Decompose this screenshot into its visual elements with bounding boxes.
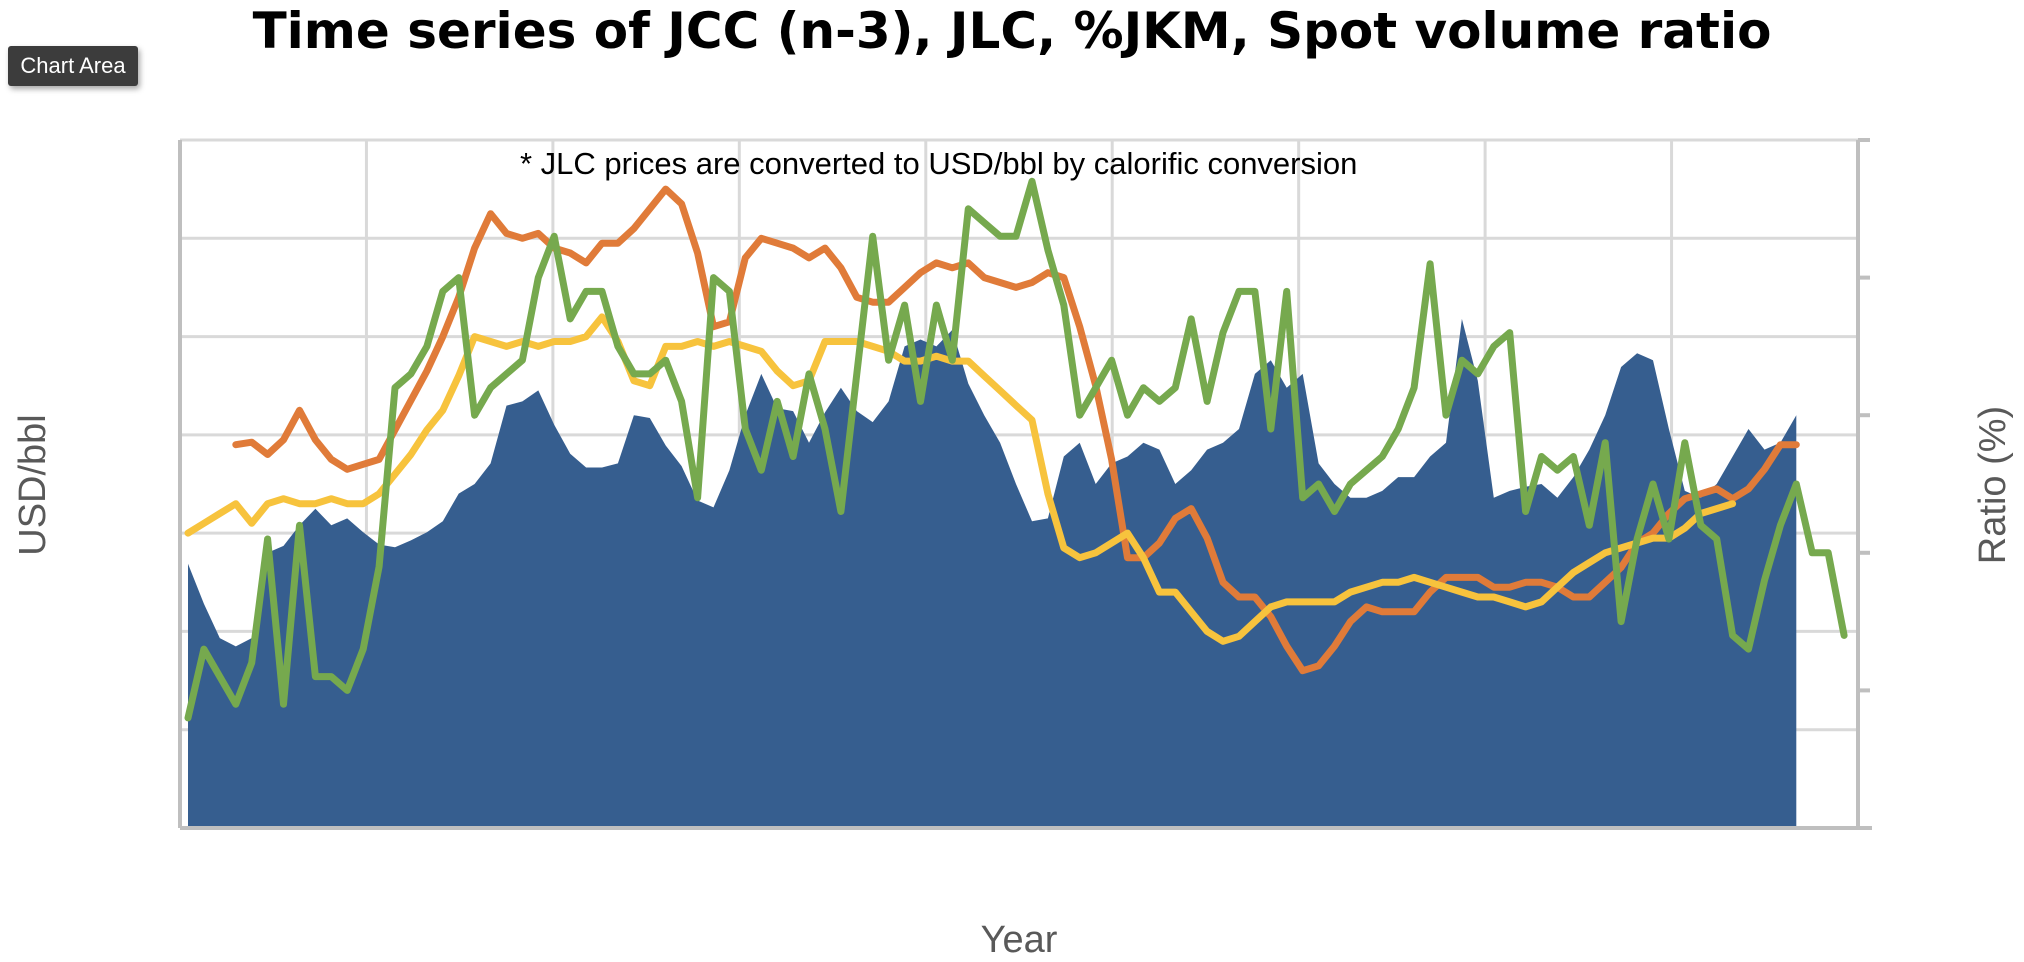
series-yellow-line xyxy=(184,313,1737,645)
annotation-note: * JLC prices are converted to USD/bbl by… xyxy=(520,146,1357,181)
series-layer xyxy=(184,177,1848,828)
x-axis-title: Year xyxy=(981,919,1058,961)
series-orange-line xyxy=(232,185,1800,675)
axes xyxy=(178,138,1872,830)
y-axis-title-left: USD/bbl xyxy=(12,414,54,556)
y-axis-title-right: Ratio (%) xyxy=(1972,406,2014,564)
series-green-line xyxy=(184,177,1848,722)
chart-title: Time series of JCC (n-3), JLC, %JKM, Spo… xyxy=(253,2,1772,60)
series-area-area xyxy=(188,318,1797,828)
chart-area-tooltip: Chart Area xyxy=(8,46,138,86)
